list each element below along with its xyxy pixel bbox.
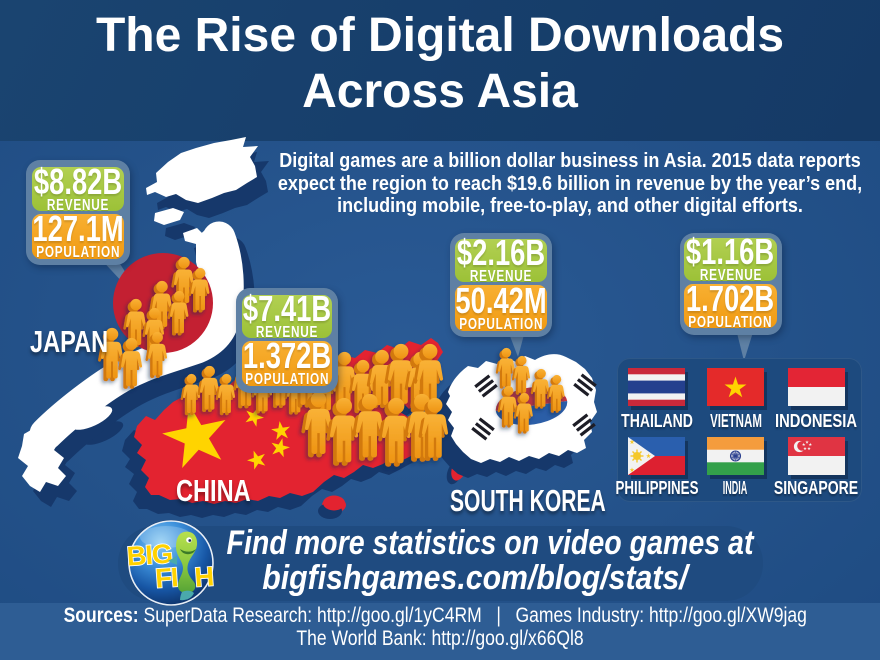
- svg-text:FI: FI: [154, 562, 178, 593]
- svg-text:BIG: BIG: [126, 538, 173, 571]
- svg-text:H: H: [194, 561, 216, 592]
